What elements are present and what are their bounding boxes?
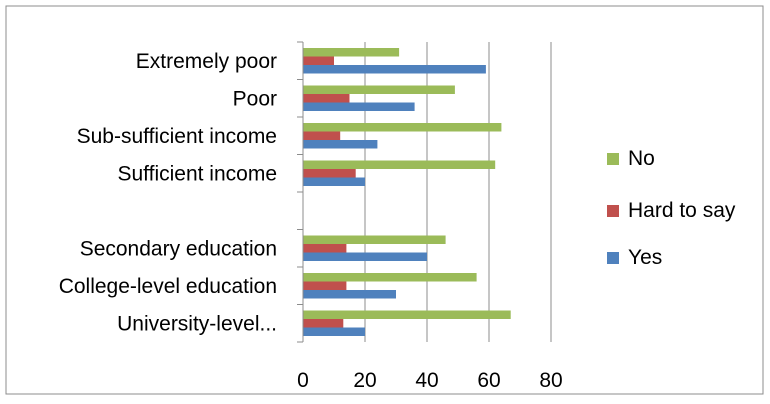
axes: [297, 41, 304, 343]
tick-labels: 0 20 40 60 80: [297, 369, 563, 392]
bar-no: [303, 273, 477, 282]
x-tick-label: 60: [477, 369, 500, 392]
x-tick-label: 80: [539, 369, 562, 392]
bar-hard-to-say: [303, 169, 356, 178]
bars: [303, 48, 511, 336]
bar-no: [303, 48, 400, 57]
category-label: Extremely poor: [136, 50, 277, 73]
category-label: Sufficient income: [117, 162, 277, 185]
legend-label: No: [628, 147, 655, 170]
x-tick-label: 0: [297, 369, 309, 392]
bar-hard-to-say: [303, 94, 350, 103]
bar-hard-to-say: [303, 131, 341, 140]
bar-yes: [303, 140, 378, 149]
category-label: Sub-sufficient income: [77, 125, 277, 148]
legend-label: Hard to say: [628, 199, 736, 222]
bar-yes: [303, 252, 427, 261]
bar-yes: [303, 327, 365, 336]
bar-yes: [303, 177, 365, 186]
bar-no: [303, 160, 496, 169]
legend-swatch: [607, 153, 619, 165]
category-labels: Extremely poor Poor Sub-sufficient income S…: [59, 50, 277, 336]
legend-swatch: [607, 205, 619, 217]
bar-hard-to-say: [303, 244, 347, 253]
bar-yes: [303, 102, 415, 111]
bar-no: [303, 310, 511, 319]
category-label: Poor: [233, 87, 277, 110]
bar-no: [303, 235, 446, 244]
bar-yes: [303, 290, 396, 299]
bar-no: [303, 85, 455, 94]
bar-hard-to-say: [303, 56, 334, 65]
category-label: University-level...: [117, 312, 277, 335]
category-label: College-level education: [59, 275, 277, 298]
legend-label: Yes: [628, 246, 662, 269]
legend-swatch: [607, 252, 619, 264]
x-tick-label: 20: [353, 369, 376, 392]
bar-no: [303, 123, 502, 132]
bar-yes: [303, 65, 486, 74]
legend: No Hard to say Yes: [607, 147, 736, 269]
category-label: Secondary education: [80, 237, 277, 260]
bar-hard-to-say: [303, 319, 344, 328]
bar-hard-to-say: [303, 281, 347, 290]
x-tick-label: 40: [415, 369, 438, 392]
